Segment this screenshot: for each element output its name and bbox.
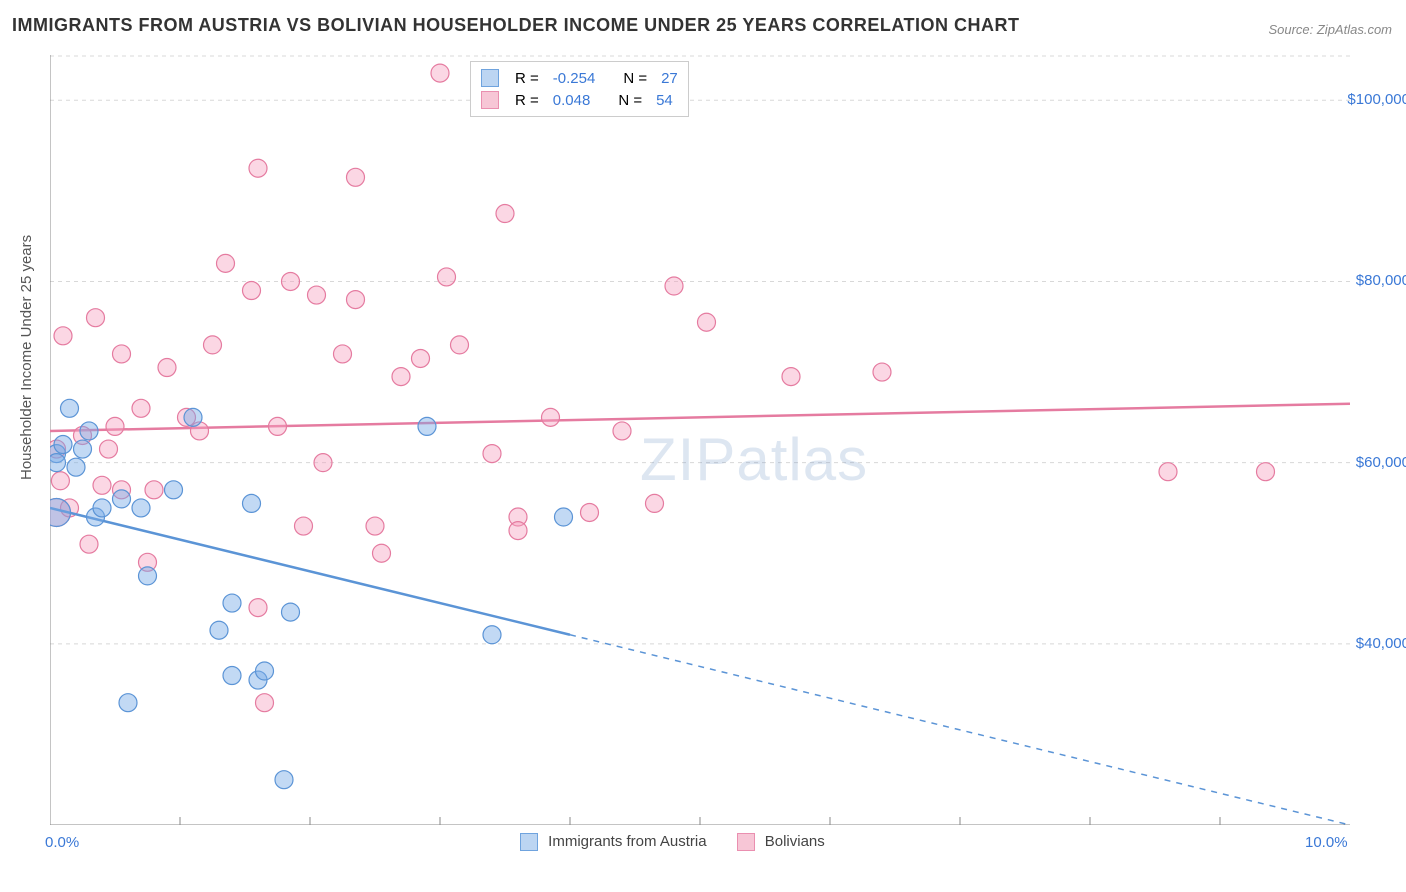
swatch-bolivian-icon xyxy=(481,91,499,109)
y-tick-label: $60,000 xyxy=(1356,454,1406,471)
swatch-austria-icon xyxy=(481,69,499,87)
series-legend: Immigrants from Austria Bolivians xyxy=(520,833,825,851)
y-tick-label: $100,000 xyxy=(1347,91,1406,108)
y-tick-label: $40,000 xyxy=(1356,635,1406,652)
x-tick-label: 10.0% xyxy=(1305,834,1348,851)
plot-area: R = -0.254 N = 27 R = 0.048 N = 54 ZIPat… xyxy=(50,55,1350,825)
x-tick-label: 0.0% xyxy=(45,834,79,851)
legend-r-label: R = xyxy=(515,92,539,109)
legend-row-bolivian: R = 0.048 N = 54 xyxy=(481,89,678,111)
chart-title: IMMIGRANTS FROM AUSTRIA VS BOLIVIAN HOUS… xyxy=(12,15,1020,36)
legend-n-label: N = xyxy=(618,92,642,109)
legend-label: Bolivians xyxy=(765,833,825,850)
correlation-legend: R = -0.254 N = 27 R = 0.048 N = 54 xyxy=(470,61,689,117)
legend-item-bolivian: Bolivians xyxy=(737,833,825,851)
chart-svg xyxy=(50,55,1350,825)
y-axis-label: Householder Income Under 25 years xyxy=(18,235,35,480)
source-attribution: Source: ZipAtlas.com xyxy=(1268,22,1392,37)
y-tick-label: $80,000 xyxy=(1356,272,1406,289)
swatch-bolivian-icon xyxy=(737,833,755,851)
legend-r-value: 0.048 xyxy=(553,92,591,109)
legend-row-austria: R = -0.254 N = 27 xyxy=(481,67,678,89)
legend-label: Immigrants from Austria xyxy=(548,833,706,850)
legend-n-value: 27 xyxy=(661,70,678,87)
legend-n-label: N = xyxy=(623,70,647,87)
legend-n-value: 54 xyxy=(656,92,673,109)
legend-item-austria: Immigrants from Austria xyxy=(520,833,707,851)
swatch-austria-icon xyxy=(520,833,538,851)
legend-r-label: R = xyxy=(515,70,539,87)
legend-r-value: -0.254 xyxy=(553,70,596,87)
